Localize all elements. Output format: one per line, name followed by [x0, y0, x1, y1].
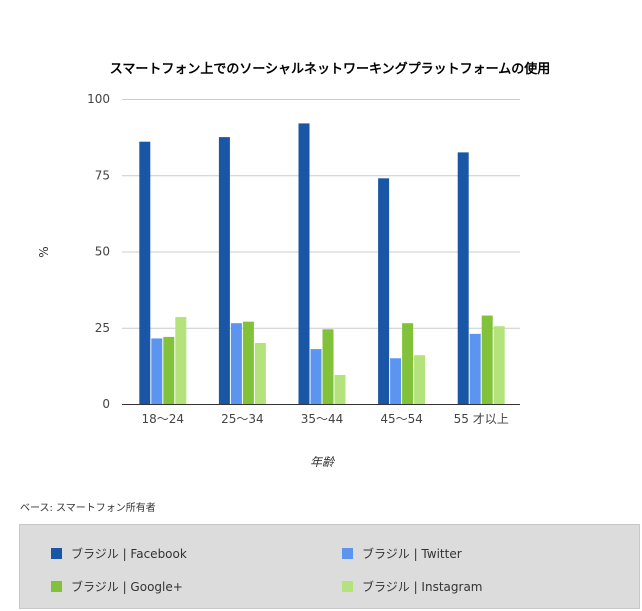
bar: [481, 315, 493, 404]
chart-title: スマートフォン上でのソーシャルネットワーキングプラットフォームの使用: [110, 61, 551, 77]
base-footnote: ベース: スマートフォン所有者: [20, 503, 156, 514]
bar: [175, 317, 187, 404]
y-tick-label: 0: [102, 397, 110, 411]
bar: [322, 329, 334, 404]
legend-label: ブラジル | Facebook: [71, 547, 187, 561]
legend: ブラジル | Facebook ブラジル | Twitter ブラジル | Go…: [19, 524, 640, 609]
x-axis-label: 年齢: [310, 455, 336, 469]
y-axis-label: %: [37, 246, 51, 257]
bar: [230, 323, 242, 404]
bar: [218, 137, 230, 404]
bar: [151, 338, 163, 404]
legend-item-googleplus: ブラジル | Google+: [51, 578, 183, 595]
gridlines: [122, 99, 520, 329]
y-tick-label: 75: [95, 168, 110, 182]
bar: [310, 349, 322, 404]
legend-label: ブラジル | Instagram: [362, 580, 483, 594]
bar: [414, 355, 426, 404]
legend-swatch: [51, 548, 62, 559]
legend-swatch: [342, 581, 353, 592]
y-tick-label: 50: [95, 245, 110, 259]
bar: [254, 343, 266, 404]
bar: [390, 358, 402, 404]
legend-label: ブラジル | Twitter: [362, 547, 462, 561]
x-tick-label: 35〜44: [301, 412, 344, 426]
legend-item-instagram: ブラジル | Instagram: [342, 578, 482, 595]
bar: [163, 336, 175, 404]
bar: [378, 178, 390, 404]
bar: [402, 323, 414, 404]
y-tick-label: 100: [87, 92, 110, 106]
bar: [469, 333, 481, 404]
x-tick-label: 25〜34: [221, 412, 264, 426]
x-tick-label: 18〜24: [142, 412, 185, 426]
bar: [457, 152, 469, 404]
x-tick-label: 55 才以上: [454, 412, 509, 426]
x-axis-ticks: 18〜24 25〜34 35〜44 45〜54 55 才以上: [142, 412, 509, 426]
bar: [493, 326, 505, 404]
y-axis-ticks: 0 25 50 75 100: [87, 92, 110, 411]
bar-group: [139, 123, 505, 405]
legend-item-twitter: ブラジル | Twitter: [342, 545, 462, 562]
legend-item-facebook: ブラジル | Facebook: [51, 545, 187, 562]
y-tick-label: 25: [95, 321, 110, 335]
bar: [298, 123, 310, 405]
legend-swatch: [342, 548, 353, 559]
legend-swatch: [51, 581, 62, 592]
x-tick-label: 45〜54: [380, 412, 423, 426]
bar: [139, 141, 151, 404]
bar: [242, 321, 254, 404]
chart-area: スマートフォン上でのソーシャルネットワーキングプラットフォームの使用 0 25 50…: [37, 61, 551, 469]
bar: [334, 375, 346, 404]
legend-label: ブラジル | Google+: [71, 580, 183, 594]
